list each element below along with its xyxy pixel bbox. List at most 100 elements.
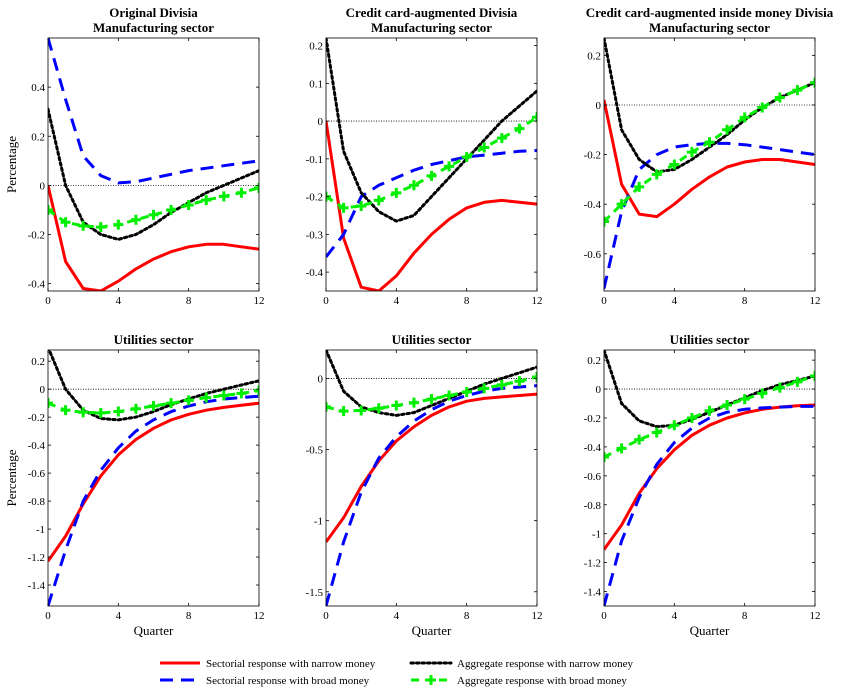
axes-frame: [603, 37, 816, 292]
data-marker: [479, 142, 490, 153]
series-line-sectoral-broad: [604, 404, 815, 606]
legend-label: Aggregate response with broad money: [457, 675, 627, 687]
y-tick-label: 0.2: [587, 355, 601, 367]
x-tick-label: 4: [116, 610, 122, 622]
data-marker: [95, 407, 106, 418]
x-tick-label: 4: [394, 295, 400, 307]
chart-panel-2: Credit card-augmented DivisiaManufacturi…: [306, 5, 543, 307]
y-tick-label: -0.6: [28, 468, 46, 480]
x-tick-label: 12: [254, 610, 265, 622]
x-tick-label: 0: [45, 610, 51, 622]
data-marker: [60, 217, 71, 228]
y-axis-label: Percentage: [4, 449, 19, 506]
legend-marker: [426, 675, 436, 685]
y-tick-label: 0.2: [309, 41, 323, 53]
data-marker: [757, 102, 768, 113]
y-tick-label: -0.6: [584, 471, 602, 483]
series-line-sectoral-broad: [48, 38, 259, 185]
data-marker: [254, 385, 259, 396]
y-tick-label: 0.4: [31, 82, 45, 94]
series-line-sectoral-narrow: [326, 120, 537, 291]
x-tick-label: 12: [810, 610, 821, 622]
data-marker: [461, 151, 472, 162]
data-marker: [774, 382, 785, 393]
data-marker: [532, 372, 537, 383]
y-tick-label: -1.4: [584, 587, 602, 599]
data-marker: [338, 406, 349, 417]
y-tick-label: -0.2: [584, 150, 601, 162]
x-tick-label: 0: [323, 610, 329, 622]
y-tick-label: -0.3: [306, 229, 324, 241]
axes-frame: [325, 349, 538, 607]
legend-label: Aggregate response with narrow money: [457, 658, 633, 670]
chart-panel-4: Utilities sector 0 4 8 12 -1.4 -1.2 -1 -0.8 -0.6 -…: [4, 332, 265, 638]
y-tick-label: -0.2: [28, 230, 45, 242]
x-tick-label: 4: [672, 295, 678, 307]
x-axis-label: Quarter: [134, 623, 174, 638]
data-marker: [810, 77, 815, 88]
series-line-aggregate-broad: [48, 186, 259, 229]
data-marker: [236, 187, 247, 198]
data-marker: [722, 124, 733, 135]
y-tick-label: 0: [596, 384, 602, 396]
panel-title: Credit card-augmented Divisia: [346, 5, 518, 20]
data-marker: [634, 434, 645, 445]
data-marker: [669, 420, 680, 431]
x-axis-label: Quarter: [690, 623, 730, 638]
data-marker: [148, 209, 159, 220]
y-tick-label: -0.2: [28, 412, 45, 424]
data-marker: [254, 182, 259, 193]
y-tick-label: 0.2: [31, 131, 45, 143]
y-tick-label: -0.1: [306, 154, 323, 166]
y-tick-label: -0.4: [28, 279, 46, 291]
y-tick-label: 0: [318, 373, 324, 385]
x-tick-label: 8: [186, 610, 192, 622]
y-tick-label: 0: [40, 180, 46, 192]
data-marker: [338, 202, 349, 213]
plot-area: [604, 38, 815, 289]
data-marker: [130, 403, 141, 414]
data-marker: [113, 406, 124, 417]
x-tick-label: 8: [464, 610, 470, 622]
data-marker: [704, 137, 715, 148]
data-marker: [183, 200, 194, 211]
data-marker: [166, 398, 177, 409]
data-marker: [130, 214, 141, 225]
series-line-sectoral-narrow: [604, 403, 815, 551]
data-marker: [774, 92, 785, 103]
data-marker: [444, 390, 455, 401]
x-tick-label: 8: [464, 295, 470, 307]
data-marker: [183, 395, 194, 406]
data-marker: [461, 386, 472, 397]
data-marker: [532, 112, 537, 123]
y-tick-label: 0: [318, 116, 324, 128]
data-marker: [326, 191, 331, 202]
data-marker: [373, 195, 384, 206]
x-tick-label: 0: [601, 295, 607, 307]
data-marker: [604, 216, 609, 227]
data-marker: [604, 452, 609, 463]
chart-panel-3: Credit card-augmented inside money Divis…: [584, 5, 834, 307]
series-line-aggregate-broad: [326, 116, 537, 210]
data-marker: [391, 187, 402, 198]
x-tick-label: 12: [810, 295, 821, 307]
plot-area: [326, 38, 537, 291]
data-marker: [686, 147, 697, 158]
panel-title: Utilities sector: [114, 332, 194, 347]
data-marker: [78, 220, 89, 231]
data-marker: [60, 405, 71, 416]
data-marker: [113, 219, 124, 230]
x-axis-label: Quarter: [412, 623, 452, 638]
data-marker: [514, 123, 525, 134]
y-tick-label: -1.2: [28, 552, 45, 564]
x-tick-label: 8: [742, 295, 748, 307]
y-tick-label: -0.2: [584, 413, 601, 425]
y-tick-label: -1: [36, 524, 45, 536]
data-marker: [95, 222, 106, 233]
y-tick-label: -0.4: [28, 440, 46, 452]
data-marker: [48, 398, 53, 409]
data-marker: [391, 400, 402, 411]
data-marker: [218, 191, 229, 202]
